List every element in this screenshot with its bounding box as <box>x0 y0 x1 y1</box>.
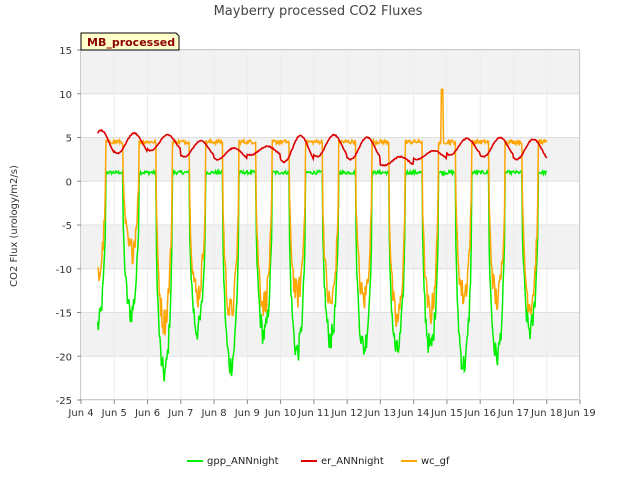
x-tick-label: Jun 17 <box>497 408 530 419</box>
series-layer <box>96 88 548 382</box>
legend-label: er_ANNnight <box>321 456 384 467</box>
y-tick-label: 0 <box>66 177 72 188</box>
x-tick-label: Jun 15 <box>430 408 463 419</box>
y-tick-label: 10 <box>59 90 72 101</box>
site-badge: MB_processed <box>80 32 180 51</box>
band <box>81 225 580 269</box>
y-tick-label: -20 <box>56 352 72 363</box>
series-line-er_ANNnight <box>96 128 548 167</box>
x-tick-label: Jun 11 <box>297 408 330 419</box>
y-tick-label: 5 <box>66 134 72 145</box>
band <box>81 181 580 225</box>
x-axis: Jun 4 Jun 5 Jun 6 Jun 7 Jun 8 Jun 9 Jun 10 Jun … <box>67 400 596 419</box>
y-tick-label: -10 <box>56 265 72 276</box>
x-tick-label: Jun 7 <box>167 408 193 419</box>
site-badge-box <box>80 32 180 51</box>
plot-background <box>81 50 580 400</box>
legend-label: gpp_ANNnight <box>207 456 279 467</box>
y-tick-label: 15 <box>59 46 72 57</box>
x-tick-label: Jun 18 <box>530 408 563 419</box>
legend-label: wc_gf <box>421 456 450 467</box>
x-tick-label: Jun 5 <box>101 408 127 419</box>
x-tick-label: Jun 13 <box>364 408 397 419</box>
y-axis-label: CO2 Flux (urology/m2/s) <box>9 165 20 287</box>
legend-item-wc_gf: wc_gf <box>401 456 450 467</box>
y-axis: -25 -20 -15 -10 -5 0 5 10 15 <box>56 46 81 407</box>
band <box>81 50 580 94</box>
x-tick-label: Jun 12 <box>330 408 363 419</box>
chart-title: Mayberry processed CO2 Fluxes <box>214 4 423 19</box>
x-tick-label: Jun 19 <box>563 408 596 419</box>
y-tick-label: -5 <box>62 221 72 232</box>
band <box>81 93 580 138</box>
legend: gpp_ANNnight er_ANNnight wc_gf <box>187 456 450 467</box>
x-tick-label: Jun 16 <box>463 408 496 419</box>
band <box>81 356 580 400</box>
x-tick-label: Jun 9 <box>234 408 260 419</box>
x-tick-label: Jun 14 <box>397 408 430 419</box>
x-tick-label: Jun 4 <box>67 408 93 419</box>
x-tick-label: Jun 10 <box>264 408 297 419</box>
band <box>81 268 580 313</box>
y-tick-label: -15 <box>56 309 72 320</box>
y-tick-label: -25 <box>56 396 72 407</box>
x-tick-label: Jun 6 <box>134 408 160 419</box>
x-tick-label: Jun 8 <box>200 408 226 419</box>
band <box>81 137 580 182</box>
legend-item-gpp_ANNnight: gpp_ANNnight <box>187 456 279 467</box>
site-badge-label: MB_processed <box>87 36 175 49</box>
legend-item-er_ANNnight: er_ANNnight <box>301 456 384 467</box>
